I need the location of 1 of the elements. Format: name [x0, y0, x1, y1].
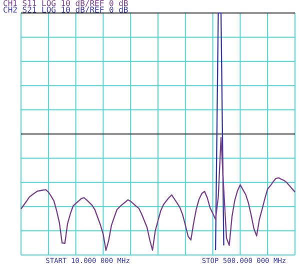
text: CH2 S21 LOG 10 dB/REF 0 dB [3, 6, 128, 15]
